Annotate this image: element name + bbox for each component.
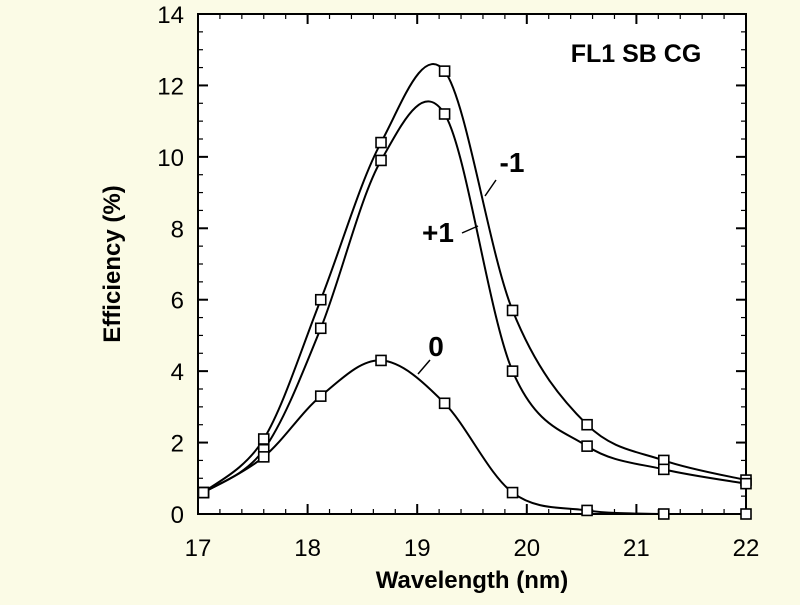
x-tick-label: 18 <box>294 535 321 562</box>
x-axis-label: Wavelength (nm) <box>376 567 568 594</box>
x-tick-label: 22 <box>733 535 760 562</box>
x-tick-label: 21 <box>623 535 650 562</box>
data-point-marker <box>740 477 752 490</box>
data-point-marker <box>257 451 270 463</box>
data-point-marker <box>314 293 327 306</box>
data-point-marker <box>581 418 593 431</box>
data-point-marker <box>314 322 327 335</box>
data-point-marker <box>375 154 387 167</box>
x-tick-label: 19 <box>404 535 431 562</box>
data-point-marker <box>197 486 210 499</box>
x-tick-label: 17 <box>185 535 212 562</box>
series-label-zero: 0 <box>428 331 444 362</box>
data-point-marker <box>506 365 519 377</box>
data-point-marker <box>740 508 752 520</box>
x-tick-label: 20 <box>513 535 540 562</box>
y-tick-label: 0 <box>171 502 184 529</box>
data-point-marker <box>657 463 670 476</box>
data-point-marker <box>314 390 327 402</box>
chart-title: FL1 SB CG <box>571 40 702 68</box>
data-point-marker <box>375 354 387 367</box>
series-label-minus-one-pointer <box>484 179 497 197</box>
y-tick-label: 4 <box>171 359 184 386</box>
data-point-marker <box>438 108 451 120</box>
series-label-plus-one-pointer <box>461 225 479 234</box>
series-label-plus-one: +1 <box>422 217 454 248</box>
series-markers <box>197 65 752 520</box>
y-tick-label: 10 <box>157 145 184 172</box>
data-point-marker <box>657 508 670 520</box>
y-tick-label: 8 <box>171 216 184 243</box>
data-point-marker <box>438 65 451 77</box>
data-point-marker <box>438 397 451 410</box>
data-point-marker <box>257 433 270 445</box>
y-tick-label: 12 <box>157 73 184 100</box>
y-tick-label: 6 <box>171 288 184 315</box>
y-tick-label: 14 <box>157 2 184 29</box>
y-tick-label: 2 <box>171 431 184 458</box>
data-point-marker <box>581 440 593 452</box>
y-axis-label: Efficiency (%) <box>99 185 126 342</box>
data-point-marker <box>506 304 519 317</box>
data-point-marker <box>581 504 593 517</box>
series-label-minus-one: -1 <box>500 147 525 178</box>
data-point-marker <box>375 136 387 149</box>
data-point-marker <box>506 486 519 499</box>
series-label-zero-pointer <box>417 359 431 375</box>
axis-ticks: 17 18 19 20 21 22 0 2 4 6 8 10 12 14 <box>157 2 759 562</box>
